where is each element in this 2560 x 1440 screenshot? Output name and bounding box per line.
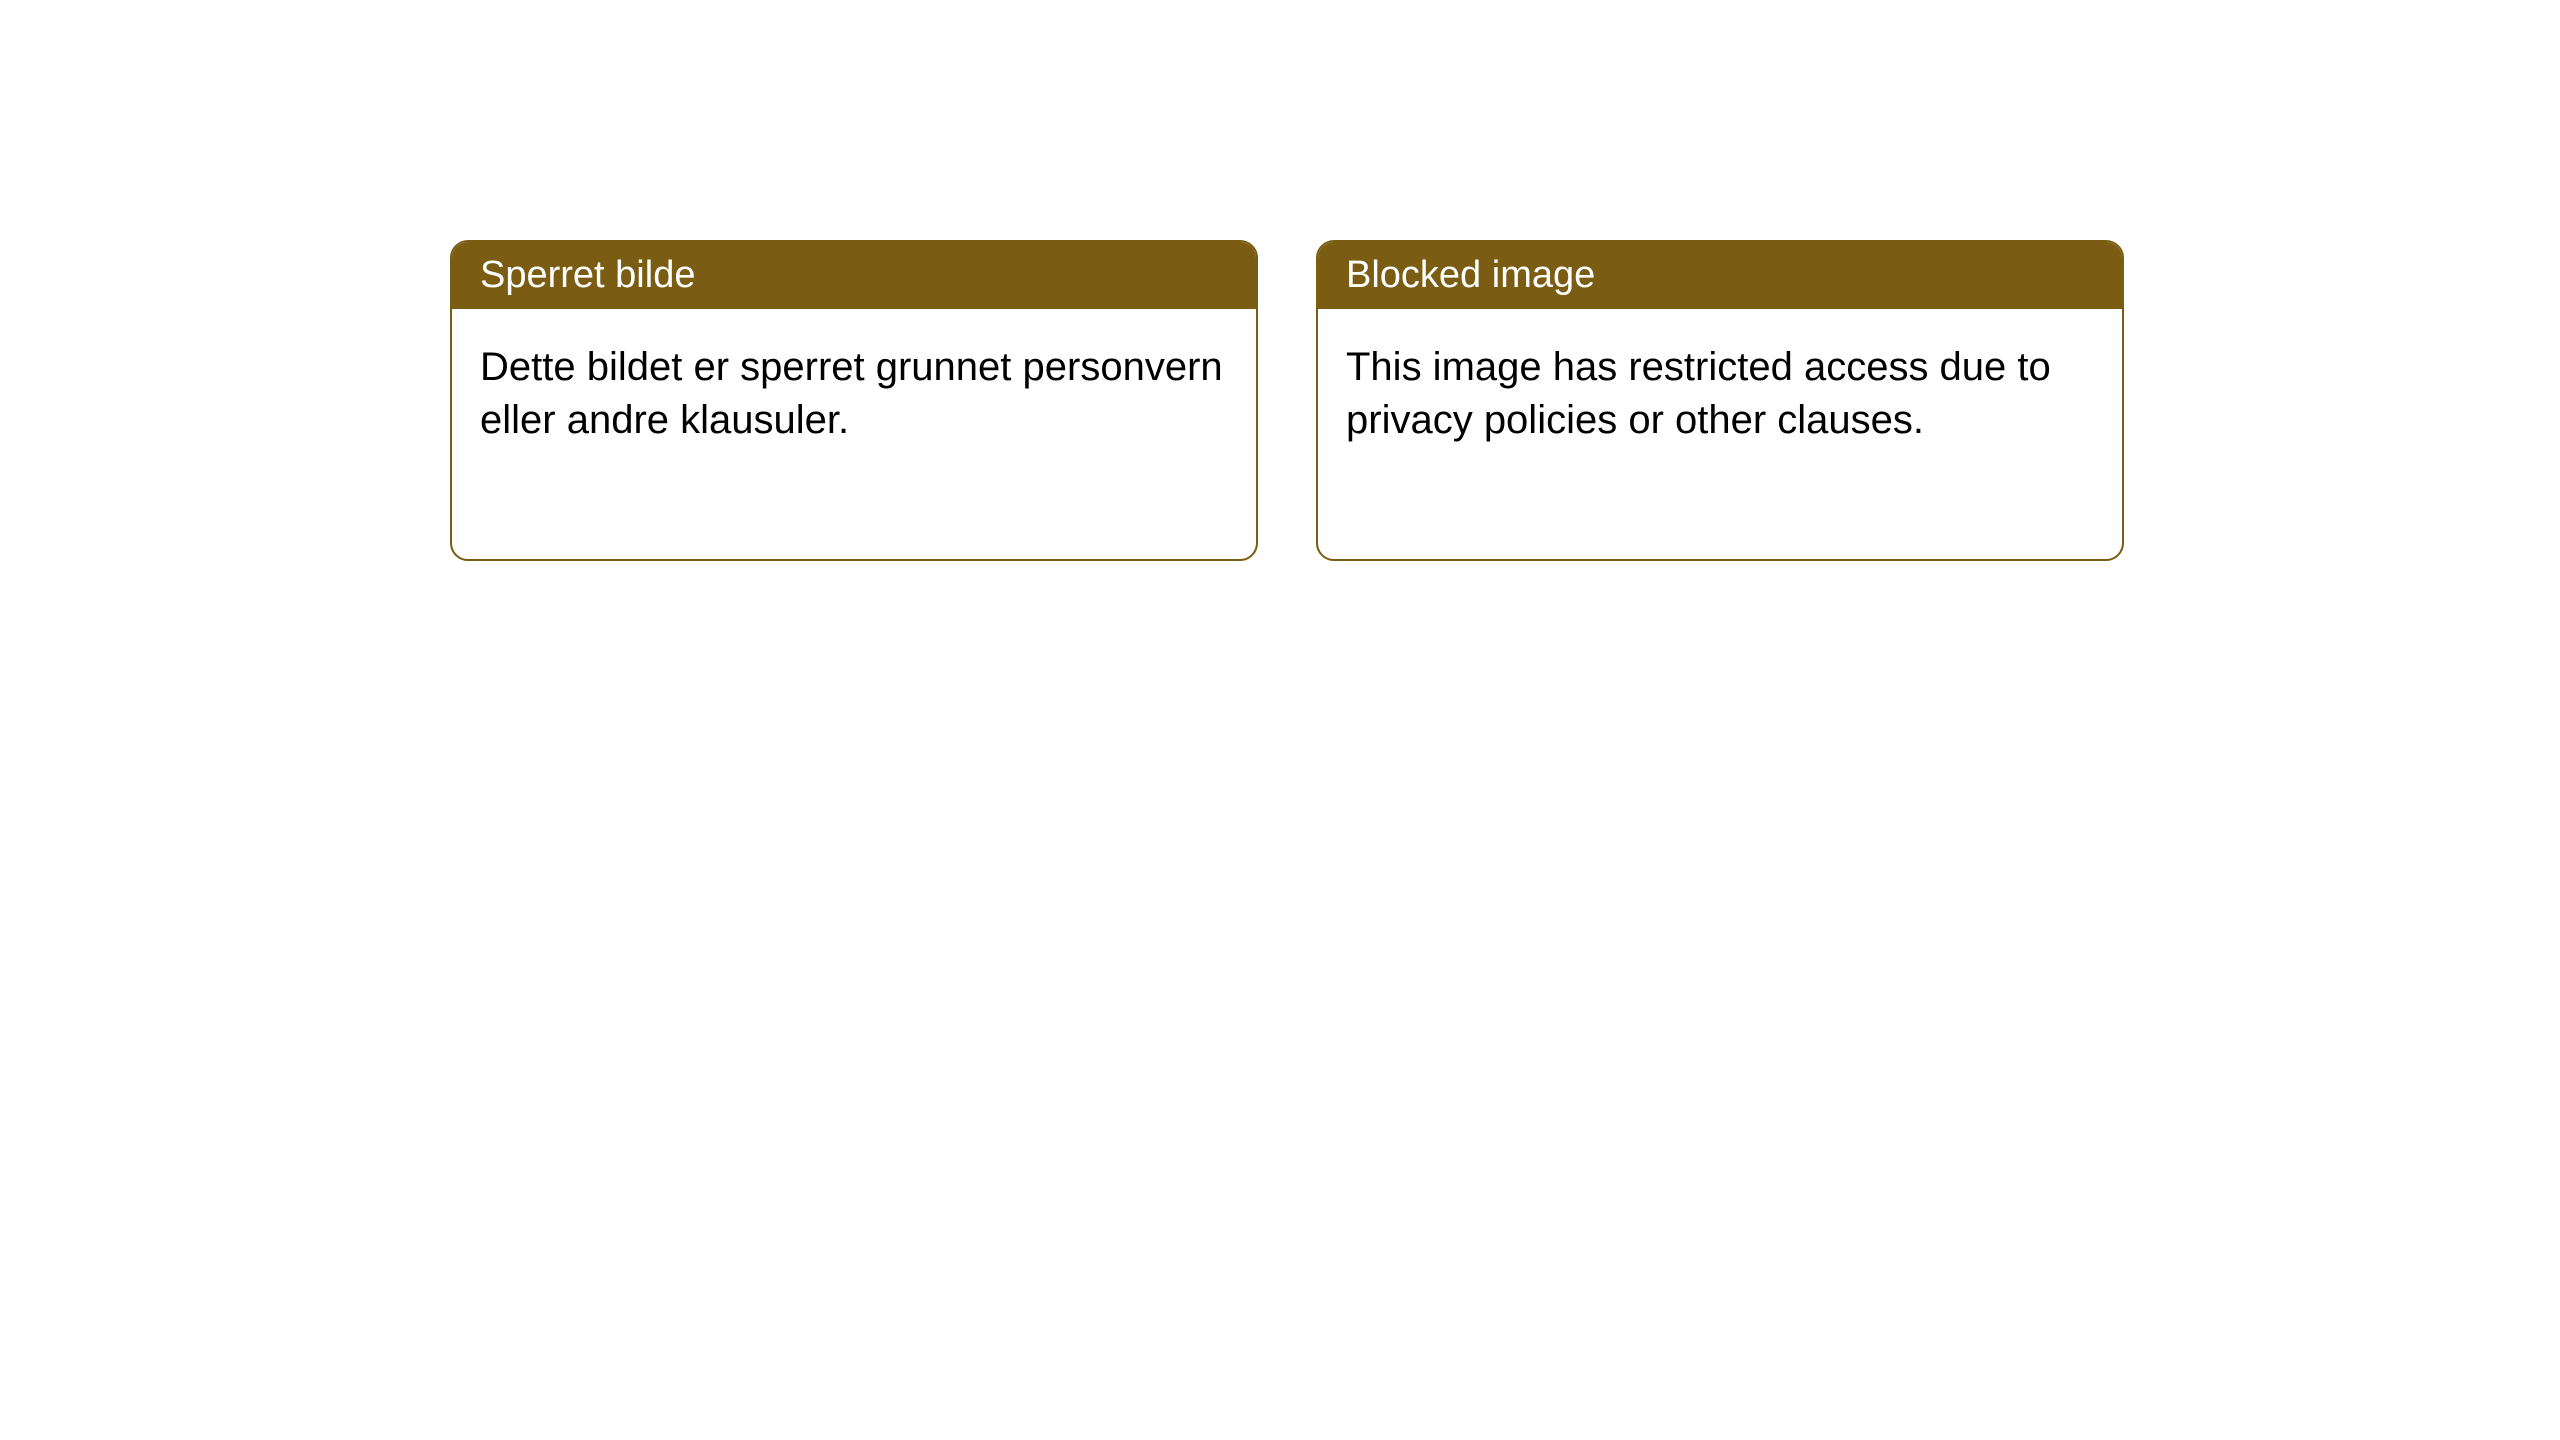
notice-header-english: Blocked image	[1318, 242, 2122, 309]
notice-card-english: Blocked image This image has restricted …	[1316, 240, 2124, 561]
notice-body-english: This image has restricted access due to …	[1318, 309, 2122, 559]
notice-card-norwegian: Sperret bilde Dette bildet er sperret gr…	[450, 240, 1258, 561]
notice-container: Sperret bilde Dette bildet er sperret gr…	[450, 240, 2124, 561]
notice-body-norwegian: Dette bildet er sperret grunnet personve…	[452, 309, 1256, 559]
notice-header-norwegian: Sperret bilde	[452, 242, 1256, 309]
